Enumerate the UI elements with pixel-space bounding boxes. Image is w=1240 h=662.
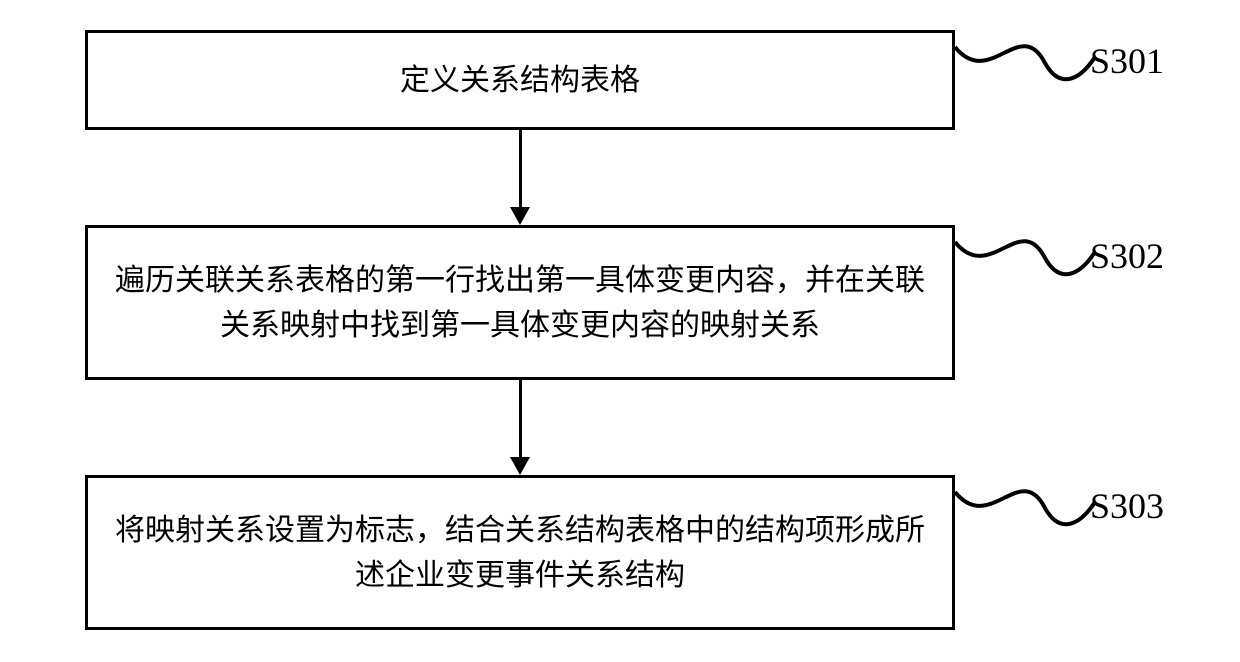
flow-box-1-text: 定义关系结构表格 <box>400 58 640 103</box>
flow-box-2: 遍历关联关系表格的第一行找出第一具体变更内容，并在关联关系映射中找到第一具体变更… <box>85 225 955 380</box>
step-label-1-text: S301 <box>1090 41 1164 81</box>
step-label-3-text: S303 <box>1090 486 1164 526</box>
step-label-1: S301 <box>1090 40 1164 82</box>
flow-box-3: 将映射关系设置为标志，结合关系结构表格中的结构项形成所述企业变更事件关系结构 <box>85 475 955 630</box>
arrow-1-head <box>510 207 530 225</box>
flow-box-2-text: 遍历关联关系表格的第一行找出第一具体变更内容，并在关联关系映射中找到第一具体变更… <box>108 258 932 348</box>
curve-3 <box>955 480 1095 540</box>
flowchart-canvas: 定义关系结构表格 遍历关联关系表格的第一行找出第一具体变更内容，并在关联关系映射… <box>0 0 1240 662</box>
arrow-2-line <box>519 380 522 457</box>
step-label-3: S303 <box>1090 485 1164 527</box>
flow-box-1: 定义关系结构表格 <box>85 30 955 130</box>
step-label-2: S302 <box>1090 235 1164 277</box>
flow-box-3-text: 将映射关系设置为标志，结合关系结构表格中的结构项形成所述企业变更事件关系结构 <box>108 508 932 598</box>
curve-1 <box>955 35 1095 95</box>
curve-2 <box>955 230 1095 290</box>
arrow-2-head <box>510 457 530 475</box>
step-label-2-text: S302 <box>1090 236 1164 276</box>
arrow-1-line <box>519 130 522 207</box>
